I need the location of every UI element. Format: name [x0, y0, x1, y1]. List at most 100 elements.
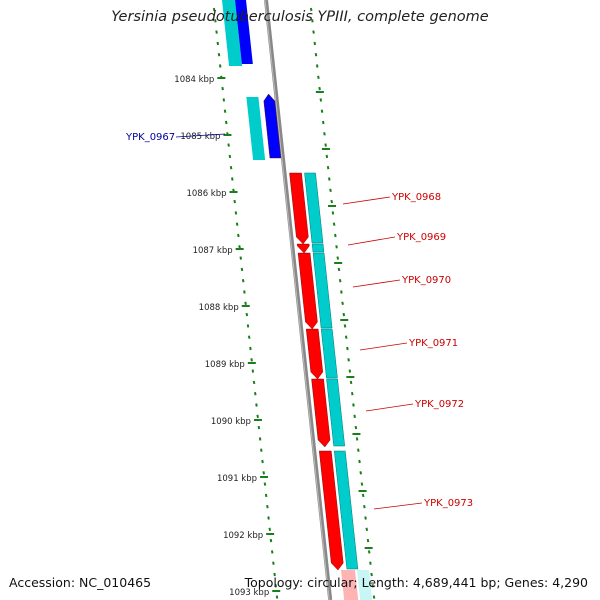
minor-tick-right	[315, 64, 319, 68]
minor-tick-left	[251, 369, 255, 373]
minor-tick-left	[252, 380, 256, 385]
minor-tick-left	[258, 437, 262, 441]
feature-block	[320, 328, 338, 379]
minor-tick-right	[357, 448, 360, 452]
minor-tick-left	[260, 448, 263, 452]
minor-tick-right	[337, 267, 341, 272]
minor-tick-right	[371, 584, 375, 588]
minor-tick-left	[262, 471, 266, 475]
gene-label: YPK_0970	[401, 275, 451, 286]
minor-tick-right	[346, 346, 349, 351]
minor-tick-left	[216, 41, 220, 46]
gene-label-leader	[359, 342, 408, 351]
kbp-label: 1088 kbp	[199, 303, 239, 313]
minor-tick-left	[240, 267, 244, 272]
minor-tick-right	[359, 471, 363, 475]
minor-tick-right	[320, 109, 324, 113]
minor-tick-right	[317, 75, 320, 79]
reverse-cds-top	[235, 0, 253, 64]
kbp-label: 1087 kbp	[193, 246, 233, 256]
minor-tick-right	[366, 538, 370, 543]
minor-tick-left	[253, 392, 257, 396]
minor-tick-right	[334, 233, 337, 238]
feature-block-0967	[246, 97, 266, 160]
minor-tick-right	[369, 561, 372, 565]
minor-tick-left	[221, 86, 224, 91]
minor-tick-left	[270, 550, 274, 554]
gene-label: YPK_0968	[391, 192, 441, 203]
forward-cds-arrow	[296, 243, 310, 254]
minor-tick-left	[227, 143, 230, 147]
minor-tick-left	[215, 30, 218, 34]
minor-tick-right	[312, 30, 315, 34]
minor-tick-right	[367, 550, 371, 554]
feature-block	[304, 172, 324, 244]
minor-tick-left	[218, 64, 222, 68]
minor-tick-left	[245, 312, 249, 317]
minor-tick-left	[231, 177, 234, 181]
minor-tick-left	[244, 301, 247, 305]
minor-tick-right	[318, 86, 321, 91]
minor-tick-right	[355, 437, 359, 441]
kbp-label: 1090 kbp	[211, 417, 251, 427]
minor-tick-right	[347, 358, 350, 362]
minor-tick-left	[255, 403, 258, 407]
minor-tick-right	[325, 154, 329, 159]
genome-stats: Topology: circular; Length: 4,689,441 bp…	[244, 575, 588, 590]
minor-tick-left	[224, 120, 228, 125]
minor-tick-left	[212, 7, 216, 12]
minor-tick-left	[214, 19, 217, 23]
minor-tick-right	[360, 482, 364, 486]
minor-tick-left	[235, 222, 239, 226]
minor-tick-right	[331, 211, 335, 215]
minor-tick-right	[319, 98, 323, 102]
minor-tick-right	[309, 7, 313, 12]
minor-tick-right	[323, 132, 326, 136]
minor-tick-right	[311, 19, 314, 23]
kbp-label: 1085 kbp	[180, 132, 220, 142]
minor-tick-left	[274, 584, 278, 588]
feature-block	[312, 252, 333, 329]
minor-tick-left	[228, 154, 232, 159]
minor-tick-right	[361, 493, 365, 498]
minor-tick-right	[313, 41, 317, 46]
minor-tick-left	[238, 245, 241, 249]
minor-tick-right	[363, 505, 366, 509]
minor-tick-left	[272, 561, 275, 565]
minor-tick-left	[239, 256, 243, 260]
forward-cds-arrow	[305, 328, 324, 380]
minor-tick-left	[273, 572, 276, 577]
minor-tick-left	[229, 166, 233, 170]
minor-tick-right	[341, 301, 344, 305]
gene-label: YPK_0971	[408, 338, 458, 349]
forward-cds-partial	[340, 570, 359, 600]
minor-tick-right	[336, 256, 340, 260]
gene-label-leader	[373, 502, 423, 510]
forward-cds-arrow	[289, 172, 309, 245]
minor-tick-right	[321, 120, 325, 125]
minor-tick-left	[269, 538, 273, 543]
feature-block-top	[222, 0, 243, 66]
minor-tick-left	[234, 211, 238, 215]
minor-tick-left	[249, 346, 252, 351]
minor-tick-left	[223, 109, 227, 113]
minor-tick-left	[246, 324, 250, 328]
minor-tick-left	[264, 493, 268, 498]
minor-tick-left	[241, 279, 245, 283]
minor-tick-left	[257, 425, 261, 430]
kbp-label: 1089 kbp	[205, 360, 245, 370]
minor-tick-left	[268, 527, 272, 531]
gene-label-leader	[342, 196, 391, 205]
accession-label: Accession: NC_010465	[9, 575, 152, 590]
minor-tick-left	[275, 595, 279, 599]
minor-tick-right	[340, 290, 343, 294]
minor-tick-right	[343, 324, 347, 328]
gene-label: YPK_0973	[423, 498, 473, 509]
minor-tick-right	[342, 312, 346, 317]
gene-label-leader	[347, 236, 396, 246]
minor-tick-left	[267, 516, 270, 520]
gene-label: YPK_0972	[414, 399, 464, 410]
genome-title: Yersinia pseudotuberculosis YPIII, compl…	[111, 9, 489, 25]
reverse-cds-0967	[263, 93, 282, 159]
minor-tick-left	[233, 199, 236, 204]
